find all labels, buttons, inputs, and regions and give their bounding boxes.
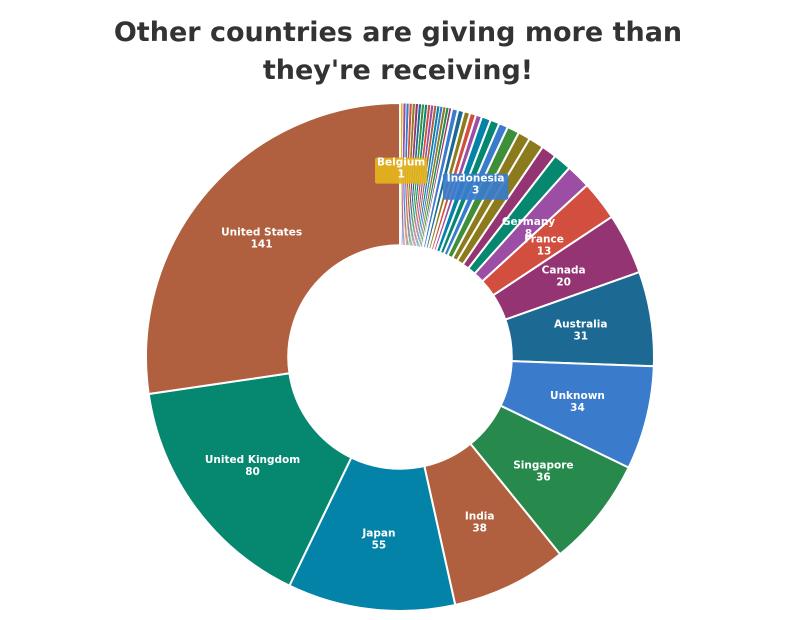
slice-label-united-kingdom: United Kingdom [205, 454, 300, 466]
slice-label-germany: Germany [502, 216, 555, 228]
slice-value-france: 13 [537, 245, 552, 257]
slice-value-unknown: 34 [570, 402, 585, 414]
chart-title: Other countries are giving more than the… [113, 17, 683, 86]
slice-label-canada: Canada [542, 264, 586, 276]
slice-label-indonesia: Indonesia [447, 173, 505, 185]
slice-value-indonesia: 3 [472, 185, 479, 197]
slice-value-singapore: 36 [536, 472, 551, 484]
slice-label-belgium: Belgium [377, 157, 425, 169]
slice-label-united-states: United States [221, 226, 302, 238]
slice-value-india: 38 [472, 523, 487, 535]
slice-label-japan: Japan [361, 528, 395, 540]
label-box-belgium [375, 157, 428, 184]
slice-value-united-states: 141 [251, 238, 273, 250]
slice-value-belgium: 1 [397, 169, 404, 181]
slice-label-france: France [524, 233, 564, 245]
slice-label-australia: Australia [554, 318, 607, 330]
slice-value-australia: 31 [573, 330, 588, 342]
label-box-indonesia [442, 173, 509, 200]
slice-label-singapore: Singapore [513, 460, 573, 472]
slice-value-canada: 20 [556, 276, 571, 288]
slice-value-japan: 55 [372, 540, 387, 552]
slice-united-kingdom[interactable] [147, 372, 353, 587]
slice-value-united-kingdom: 80 [245, 466, 260, 478]
slice-label-india: India [465, 511, 495, 523]
slice-label-unknown: Unknown [550, 390, 605, 402]
slice-value-germany: 8 [525, 228, 532, 240]
slice-united-states[interactable] [145, 102, 401, 395]
